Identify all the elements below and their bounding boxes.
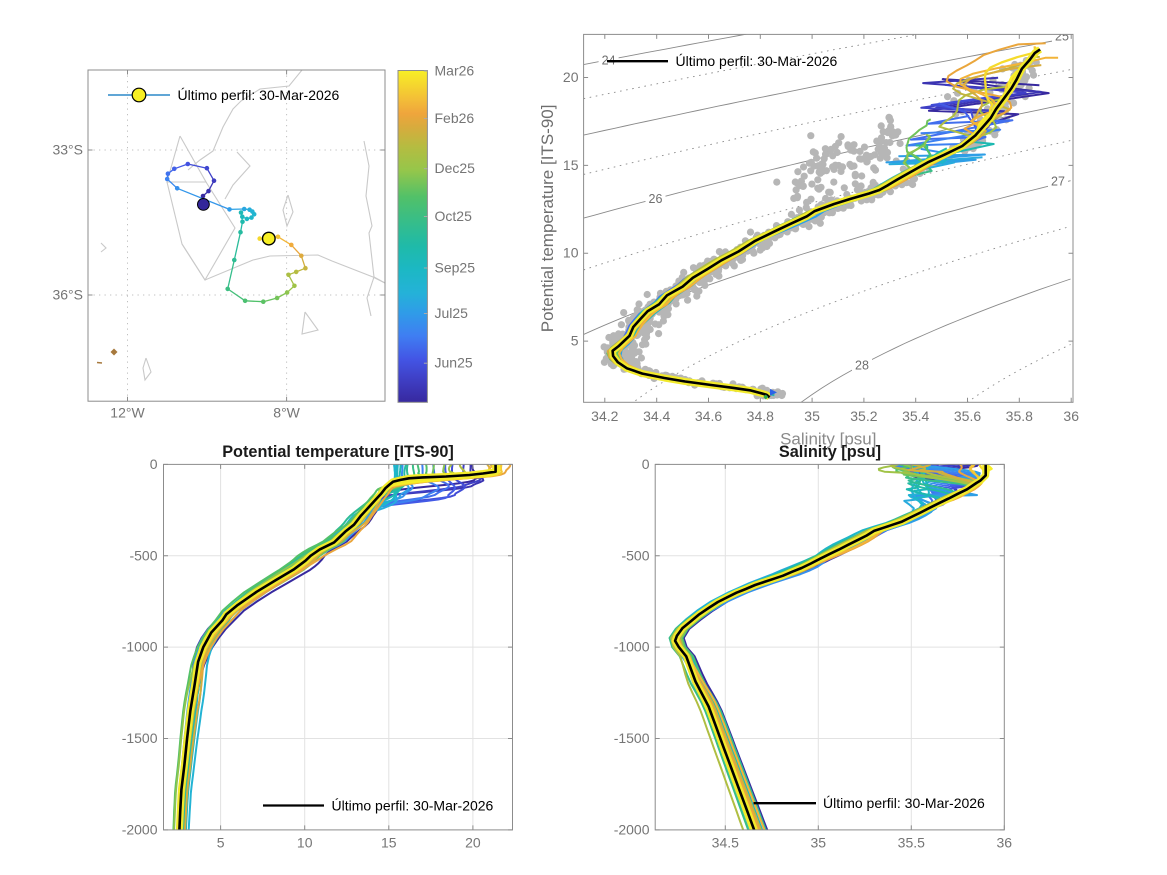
svg-text:34.2: 34.2 xyxy=(591,408,618,424)
svg-text:Dec25: Dec25 xyxy=(435,160,476,176)
svg-text:35.4: 35.4 xyxy=(902,408,929,424)
svg-text:35: 35 xyxy=(811,835,827,851)
svg-text:34.4: 34.4 xyxy=(643,408,670,424)
svg-text:10: 10 xyxy=(563,245,579,261)
svg-text:Mar26: Mar26 xyxy=(435,63,475,79)
svg-text:36°S: 36°S xyxy=(52,287,83,303)
svg-text:35.6: 35.6 xyxy=(954,408,981,424)
svg-text:12°W: 12°W xyxy=(110,405,145,421)
svg-text:0: 0 xyxy=(642,456,650,472)
svg-text:8°W: 8°W xyxy=(273,405,300,421)
svg-text:26: 26 xyxy=(649,192,663,206)
svg-text:28: 28 xyxy=(855,359,869,373)
svg-text:Salinity [psu]: Salinity [psu] xyxy=(780,430,876,449)
svg-text:Sep25: Sep25 xyxy=(435,260,476,276)
svg-text:Oct25: Oct25 xyxy=(435,208,473,224)
svg-text:36: 36 xyxy=(1063,408,1079,424)
svg-text:36: 36 xyxy=(997,835,1013,851)
svg-text:Potential temperature [ITS-90]: Potential temperature [ITS-90] xyxy=(222,443,454,461)
svg-text:Último perfil: 30-Mar-2026: Último perfil: 30-Mar-2026 xyxy=(178,87,340,103)
svg-text:34.8: 34.8 xyxy=(747,408,774,424)
svg-text:0: 0 xyxy=(150,456,158,472)
svg-text:34.6: 34.6 xyxy=(695,408,722,424)
svg-text:25: 25 xyxy=(1055,30,1069,44)
svg-text:-500: -500 xyxy=(621,547,649,563)
svg-text:-2000: -2000 xyxy=(614,821,650,837)
svg-text:-500: -500 xyxy=(129,547,157,563)
svg-text:20: 20 xyxy=(465,835,481,851)
svg-text:34.5: 34.5 xyxy=(712,835,739,851)
svg-text:15: 15 xyxy=(381,835,397,851)
svg-text:Salinity [psu]: Salinity [psu] xyxy=(779,443,881,461)
svg-text:Jun25: Jun25 xyxy=(435,355,473,371)
svg-text:-1000: -1000 xyxy=(614,639,650,655)
svg-text:-2000: -2000 xyxy=(122,821,158,837)
svg-text:5: 5 xyxy=(217,835,225,851)
svg-text:Último perfil: 30-Mar-2026: Último perfil: 30-Mar-2026 xyxy=(332,797,494,813)
svg-text:33°S: 33°S xyxy=(52,142,83,158)
svg-text:5: 5 xyxy=(571,333,579,349)
svg-text:35.8: 35.8 xyxy=(1006,408,1033,424)
svg-text:-1000: -1000 xyxy=(122,639,158,655)
svg-text:27: 27 xyxy=(1051,175,1065,189)
svg-text:35.2: 35.2 xyxy=(850,408,877,424)
svg-text:Último perfil: 30-Mar-2026: Último perfil: 30-Mar-2026 xyxy=(823,795,985,811)
svg-text:-1500: -1500 xyxy=(614,730,650,746)
svg-text:Feb26: Feb26 xyxy=(435,110,475,126)
svg-text:15: 15 xyxy=(563,157,579,173)
svg-text:Jul25: Jul25 xyxy=(435,305,469,321)
svg-text:Último perfil: 30-Mar-2026: Último perfil: 30-Mar-2026 xyxy=(676,53,838,69)
svg-text:Potential temperature [ITS-90]: Potential temperature [ITS-90] xyxy=(538,105,557,333)
svg-text:-1500: -1500 xyxy=(122,730,158,746)
svg-text:35.5: 35.5 xyxy=(898,835,925,851)
svg-text:35: 35 xyxy=(804,408,820,424)
svg-text:10: 10 xyxy=(297,835,313,851)
svg-text:20: 20 xyxy=(563,69,579,85)
